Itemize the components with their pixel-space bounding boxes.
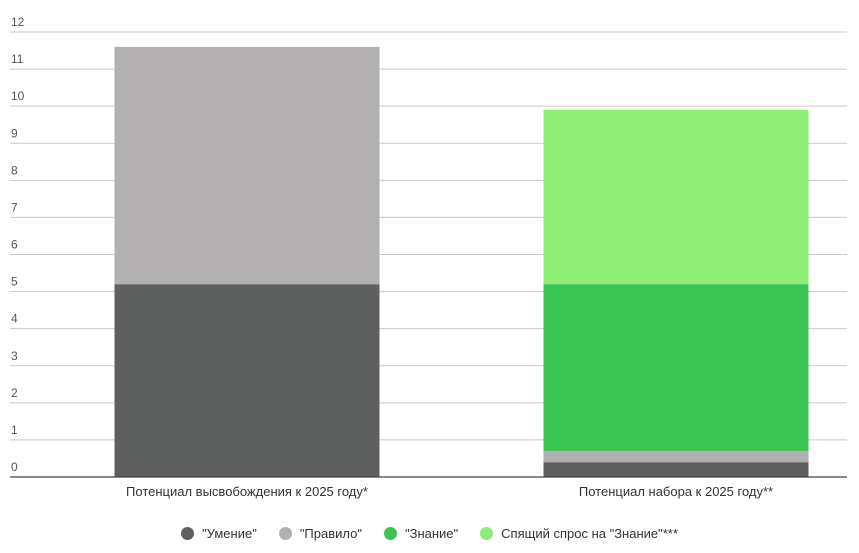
legend-label-sleeping-demand: Спящий спрос на "Знание"*** [501, 526, 678, 541]
y-tick-label-6: 6 [11, 238, 18, 252]
legend-swatch-umenie [181, 527, 195, 540]
y-tick-label-5: 5 [11, 275, 18, 289]
x-category-label-2: Потенциал набора к 2025 году** [579, 484, 773, 499]
y-tick-label-9: 9 [11, 126, 18, 140]
bar-segment-umenie-1 [114, 284, 380, 477]
y-tick-label-3: 3 [11, 349, 18, 363]
legend-label-pravilo: "Правило" [299, 526, 362, 541]
y-tick-label-11: 11 [11, 52, 24, 66]
y-tick-label-4: 4 [11, 312, 18, 326]
legend-item-sleeping-demand: Спящий спрос на "Знание"*** [480, 526, 678, 541]
y-tick-label-1: 1 [11, 423, 18, 437]
chart-legend: "Умение" "Правило" "Знание" Спящий спрос… [0, 526, 859, 541]
legend-item-znanie: "Знание" [383, 526, 459, 541]
y-tick-label-2: 2 [11, 386, 18, 400]
bar-segment-pravilo-1 [114, 46, 380, 285]
x-category-label-1: Потенциал высвобождения к 2025 году* [126, 484, 368, 499]
y-tick-label-8: 8 [11, 163, 18, 177]
legend-label-znanie: "Знание" [404, 526, 459, 541]
bars [114, 46, 809, 477]
y-tick-label-12: 12 [11, 15, 25, 29]
legend-swatch-znanie [383, 527, 397, 540]
legend-label-umenie: "Умение" [202, 526, 257, 541]
legend-swatch-pravilo [278, 527, 292, 540]
bar-segment-pravilo-2 [543, 451, 809, 463]
y-tick-label-10: 10 [11, 89, 25, 103]
legend-item-pravilo: "Правило" [278, 526, 362, 541]
y-tick-label-0: 0 [11, 460, 18, 474]
legend-item-umenie: "Умение" [181, 526, 257, 541]
bar-segment-umenie-2 [543, 462, 809, 477]
legend-swatch-sleeping-demand [480, 527, 494, 540]
bar-segment-znanie-2 [543, 284, 809, 452]
bar-segment-sleeping-demand-2 [543, 109, 809, 285]
y-tick-label-7: 7 [11, 200, 18, 214]
